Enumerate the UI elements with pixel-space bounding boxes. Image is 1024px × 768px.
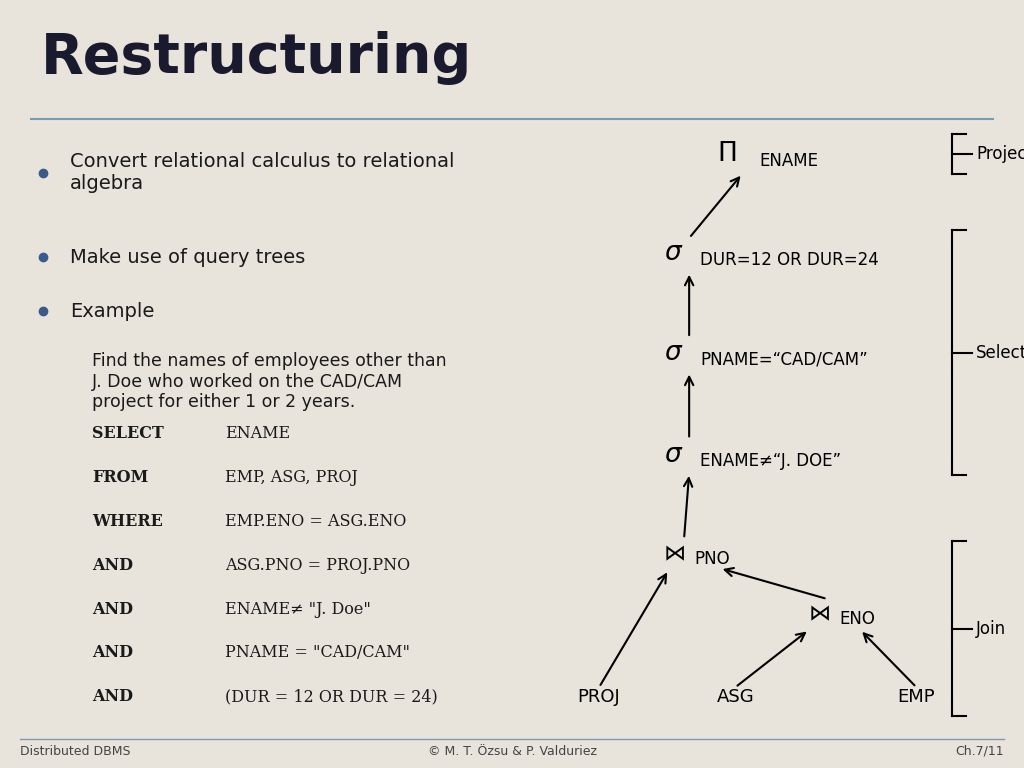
Text: ENAME: ENAME: [760, 152, 819, 170]
Text: SELECT: SELECT: [92, 425, 164, 442]
Text: Example: Example: [70, 302, 154, 320]
Text: PNO: PNO: [694, 550, 730, 568]
Text: © M. T. Özsu & P. Valduriez: © M. T. Özsu & P. Valduriez: [427, 745, 597, 757]
Text: $\sigma$: $\sigma$: [664, 240, 683, 266]
Text: ⋈: ⋈: [664, 545, 686, 564]
Text: Join: Join: [976, 620, 1007, 637]
Text: Select: Select: [976, 343, 1024, 362]
Text: WHERE: WHERE: [92, 513, 163, 530]
Text: EMP, ASG, PROJ: EMP, ASG, PROJ: [225, 469, 358, 486]
Text: EMP.ENO = ASG.ENO: EMP.ENO = ASG.ENO: [225, 513, 407, 530]
Text: ASG: ASG: [717, 688, 754, 707]
Text: Find the names of employees other than
J. Doe who worked on the CAD/CAM
project : Find the names of employees other than J…: [92, 352, 446, 412]
Text: DUR=12 OR DUR=24: DUR=12 OR DUR=24: [700, 250, 880, 269]
Text: $\Pi$: $\Pi$: [717, 141, 736, 167]
Text: ENAME≠“J. DOE”: ENAME≠“J. DOE”: [700, 452, 842, 470]
Text: ⋈: ⋈: [809, 604, 831, 624]
Text: PNAME=“CAD/CAM”: PNAME=“CAD/CAM”: [700, 350, 868, 369]
Text: Ch.7/11: Ch.7/11: [955, 745, 1004, 757]
Text: $\sigma$: $\sigma$: [664, 340, 683, 366]
Text: ASG.PNO = PROJ.PNO: ASG.PNO = PROJ.PNO: [225, 557, 411, 574]
Text: AND: AND: [92, 601, 133, 617]
Text: $\sigma$: $\sigma$: [664, 442, 683, 468]
Text: AND: AND: [92, 688, 133, 705]
Text: PROJ: PROJ: [578, 688, 621, 707]
Text: Convert relational calculus to relational
algebra: Convert relational calculus to relationa…: [70, 152, 454, 194]
Text: Distributed DBMS: Distributed DBMS: [20, 745, 131, 757]
Text: AND: AND: [92, 644, 133, 661]
Text: Restructuring: Restructuring: [41, 31, 472, 84]
Text: Make use of query trees: Make use of query trees: [70, 248, 305, 266]
Text: Project: Project: [976, 144, 1024, 163]
Text: ENAME≠ "J. Doe": ENAME≠ "J. Doe": [225, 601, 371, 617]
Text: ENO: ENO: [840, 610, 876, 628]
Text: AND: AND: [92, 557, 133, 574]
Text: (DUR = 12 OR DUR = 24): (DUR = 12 OR DUR = 24): [225, 688, 438, 705]
Text: ENAME: ENAME: [225, 425, 291, 442]
Text: FROM: FROM: [92, 469, 148, 486]
Text: EMP: EMP: [898, 688, 935, 707]
Text: PNAME = "CAD/CAM": PNAME = "CAD/CAM": [225, 644, 411, 661]
